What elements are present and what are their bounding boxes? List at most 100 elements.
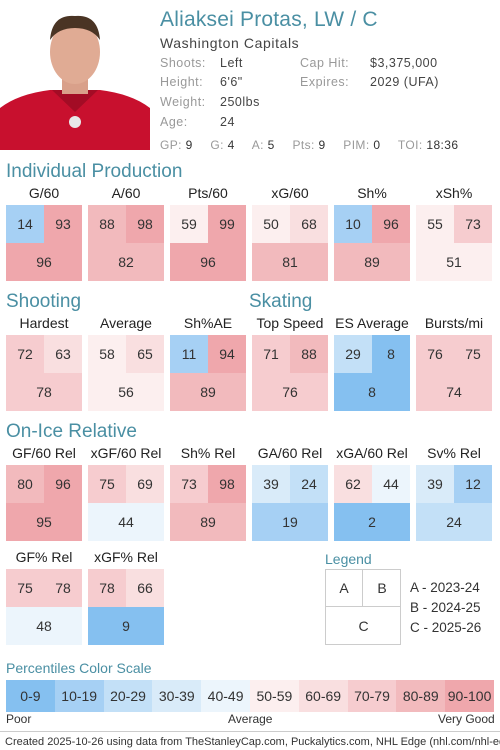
a-label: A: <box>251 138 264 152</box>
metric-grid-esavg: 29 8 8 <box>334 335 410 411</box>
scale-bin: 70-79 <box>347 680 397 712</box>
percentile-cell-a: 39 <box>252 465 290 503</box>
percentile-cell-b: 69 <box>126 465 164 503</box>
percentile-cell-a: 76 <box>416 335 454 373</box>
percentile-cell-c: 44 <box>88 503 164 541</box>
percentile-cell-b: 68 <box>290 205 328 243</box>
percentile-cell-a: 75 <box>6 569 44 607</box>
caphit-label: Cap Hit: <box>300 56 350 70</box>
section-individual-production: Individual Production <box>6 161 183 182</box>
percentile-cell-c: 8 <box>334 373 410 411</box>
age-info: Age: 24 <box>160 115 234 129</box>
metric-grid-gf60rel: 80 96 95 <box>6 465 82 541</box>
percentile-cell-c: 89 <box>170 503 246 541</box>
scale-bin: 50-59 <box>249 680 299 712</box>
player-name: Aliaksei Protas, LW / C <box>160 8 378 31</box>
metric-title-topspeed: Top Speed <box>256 315 324 331</box>
toi-label: TOI: <box>397 138 423 152</box>
percentile-cell-b: 93 <box>44 205 82 243</box>
percentile-cell-a: 59 <box>170 205 208 243</box>
metric-title-ga60rel: GA/60 Rel <box>257 445 323 461</box>
legend-title: Legend <box>325 551 372 567</box>
metric-title-xgfpctrel: xGF% Rel <box>94 549 158 565</box>
expires-info: Expires: 2029 (UFA) <box>300 75 438 89</box>
height-label: Height: <box>160 75 204 89</box>
percentile-cell-b: 66 <box>126 569 164 607</box>
metric-grid-svrel: 39 12 24 <box>416 465 492 541</box>
percentile-cell-b: 73 <box>454 205 492 243</box>
metric-title-xgf60rel: xGF/60 Rel <box>90 445 162 461</box>
scale-label-poor: Poor <box>6 712 32 726</box>
percentile-cell-a: 88 <box>88 205 126 243</box>
percentile-cell-a: 29 <box>334 335 372 373</box>
percentile-cell-c: 76 <box>252 373 328 411</box>
section-skating: Skating <box>249 291 313 312</box>
percentile-cell-a: 50 <box>252 205 290 243</box>
legend-cell-a: A <box>326 570 363 607</box>
percentile-cell-b: 96 <box>44 465 82 503</box>
height-value: 6'6" <box>220 75 243 89</box>
percentile-cell-b: 63 <box>44 335 82 373</box>
metric-title-shpct: Sh% <box>357 185 387 201</box>
metric-grid-shae: 11 94 89 <box>170 335 246 411</box>
percentile-cell-a: 55 <box>416 205 454 243</box>
section-on-ice-relative: On-Ice Relative <box>6 421 137 442</box>
metric-grid-xshpct: 55 73 51 <box>416 205 492 281</box>
age-label: Age: <box>160 115 188 129</box>
metric-grid-shrel: 73 98 89 <box>170 465 246 541</box>
percentile-cell-c: 89 <box>334 243 410 281</box>
percentile-cell-c: 89 <box>170 373 246 411</box>
metric-title-xshpct: xSh% <box>435 185 473 201</box>
shoots-label: Shoots: <box>160 56 206 70</box>
gp-value: 9 <box>185 138 193 152</box>
footer-credits: Created 2025-10-26 using data from TheSt… <box>0 731 500 750</box>
weight-value: 250lbs <box>220 95 260 109</box>
a-value: 5 <box>267 138 275 152</box>
gp-label: GP: <box>160 138 182 152</box>
legend-line-b: B - 2024-25 <box>410 600 481 615</box>
percentile-cell-b: 98 <box>208 465 246 503</box>
percentile-cell-c: 2 <box>334 503 410 541</box>
metric-grid-xgfpctrel: 78 66 9 <box>88 569 164 645</box>
percentile-cell-c: 82 <box>88 243 164 281</box>
percentile-cell-c: 56 <box>88 373 164 411</box>
metric-title-xg60: xG/60 <box>271 185 309 201</box>
scale-label-average: Average <box>228 712 273 726</box>
metric-grid-topspeed: 71 88 76 <box>252 335 328 411</box>
scale-bin: 30-39 <box>152 680 202 712</box>
color-scale: 0-9 10-19 20-29 30-39 40-49 50-59 60-69 70-79 80… <box>6 680 494 712</box>
metric-title-shae: Sh%AE <box>183 315 233 331</box>
percentile-cell-a: 14 <box>6 205 44 243</box>
pts-value: 9 <box>318 138 326 152</box>
metric-title-gf60rel: GF/60 Rel <box>12 445 76 461</box>
percentile-cell-c: 96 <box>170 243 246 281</box>
expires-label: Expires: <box>300 75 350 89</box>
metric-grid-shpct: 10 96 89 <box>334 205 410 281</box>
age-value: 24 <box>220 115 235 129</box>
metric-grid-xg60: 50 68 81 <box>252 205 328 281</box>
scale-bin: 90-100 <box>445 680 494 712</box>
metric-title-bursts: Bursts/mi <box>424 315 484 331</box>
percentile-cell-c: 19 <box>252 503 328 541</box>
metric-grid-xgf60rel: 75 69 44 <box>88 465 164 541</box>
metric-grid-ga60rel: 39 24 19 <box>252 465 328 541</box>
scale-bin: 20-29 <box>103 680 153 712</box>
percentile-cell-c: 81 <box>252 243 328 281</box>
team-name: Washington Capitals <box>160 35 300 51</box>
percentile-cell-c: 78 <box>6 373 82 411</box>
percentile-cell-b: 78 <box>44 569 82 607</box>
weight-label: Weight: <box>160 95 206 109</box>
percentile-cell-b: 12 <box>454 465 492 503</box>
caphit-value: $3,375,000 <box>370 56 438 70</box>
legend-line-c: C - 2025-26 <box>410 620 482 635</box>
percentile-cell-b: 65 <box>126 335 164 373</box>
player-photo <box>0 0 150 150</box>
percentile-cell-a: 75 <box>88 465 126 503</box>
metric-title-esavg: ES Average <box>335 315 409 331</box>
season-statline: GP: 9 G: 4 A: 5 Pts: 9 PIM: 0 TOI: 18:36 <box>160 138 472 152</box>
metric-title-average: Average <box>100 315 152 331</box>
scale-bin: 40-49 <box>201 680 250 712</box>
percentile-cell-b: 44 <box>372 465 410 503</box>
percentile-cell-b: 24 <box>290 465 328 503</box>
percentile-cell-a: 58 <box>88 335 126 373</box>
